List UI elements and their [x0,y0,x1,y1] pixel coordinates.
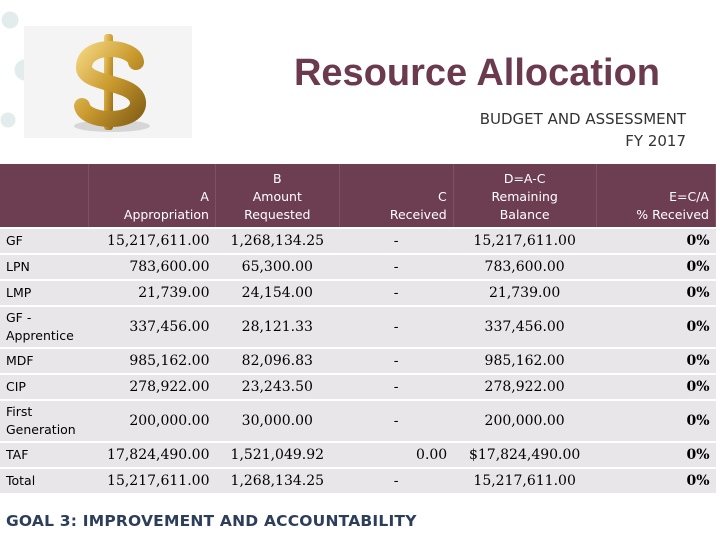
appropriation-cell: 337,456.00 [88,305,216,348]
balance-cell: 278,922.00 [453,373,597,400]
percent-cell: 0% [596,305,716,348]
requested-cell: 65,300.00 [215,253,340,280]
balance-cell: 200,000.00 [453,399,597,442]
row-label: Total [0,467,89,493]
header-line: B [273,171,282,186]
balance-cell: 15,217,611.00 [453,227,597,254]
requested-cell: 1,521,049.92 [215,441,340,468]
percent-cell: 0% [596,253,716,280]
requested-cell: 1,268,134.25 [215,227,340,254]
header-line: Received [389,207,447,222]
column-header-amount-requested: B Amount Requested [215,164,340,228]
header-line: C [437,189,447,204]
row-label: CIP [0,373,89,400]
balance-cell: 783,600.00 [453,253,597,280]
goal-footer: GOAL 3: IMPROVEMENT AND ACCOUNTABILITY [6,512,417,530]
subtitle: BUDGET AND ASSESSMENT FY 2017 [480,108,686,152]
row-label: GF [0,227,89,254]
balance-cell: 985,162.00 [453,347,597,374]
requested-cell: 23,243.50 [215,373,340,400]
row-label: TAF [0,441,89,468]
percent-cell: 0% [596,279,716,306]
percent-cell: 0% [596,399,716,442]
table-row: TAF 17,824,490.00 1,521,049.92 0.00 $17,… [0,441,716,468]
row-label: LPN [0,253,89,280]
table-row: MDF 985,162.00 82,096.83 - 985,162.00 0% [0,347,716,374]
received-cell: - [339,253,454,280]
logo [24,26,192,138]
percent-cell: 0% [596,347,716,374]
table-row: GF 15,217,611.00 1,268,134.25 - 15,217,6… [0,227,716,254]
table-row: Total 15,217,611.00 1,268,134.25 - 15,21… [0,467,716,493]
received-cell: - [339,227,454,254]
column-header-received: C Received [339,164,454,228]
subtitle-line-1: BUDGET AND ASSESSMENT [479,110,686,128]
received-cell: - [339,373,454,400]
table-row: GF - Apprentice 337,456.00 28,121.33 - 3… [0,305,716,348]
percent-cell: 0% [596,227,716,254]
table-row: First Generation 200,000.00 30,000.00 - … [0,399,716,442]
received-cell: 0.00 [339,441,454,468]
appropriation-cell: 21,739.00 [88,279,216,306]
column-header-appropriation: A Appropriation [88,164,216,228]
header-line: Amount [252,189,302,204]
received-cell: - [339,305,454,348]
received-cell: - [339,399,454,442]
header-line: D=A-C [503,171,546,186]
column-header-label [0,164,90,228]
header-line: % Received [636,207,709,222]
table-row: LPN 783,600.00 65,300.00 - 783,600.00 0% [0,253,716,280]
requested-cell: 24,154.00 [215,279,340,306]
table-header-row: A Appropriation B Amount Requested C Rec… [0,164,717,228]
appropriation-cell: 15,217,611.00 [88,227,216,254]
percent-cell: 0% [596,441,716,468]
appropriation-cell: 15,217,611.00 [88,467,216,493]
table-row: LMP 21,739.00 24,154.00 - 21,739.00 0% [0,279,716,306]
requested-cell: 28,121.33 [215,305,340,348]
column-header-percent-received: E=C/A % Received [596,164,717,228]
row-label: GF - Apprentice [0,305,89,348]
received-cell: - [339,279,454,306]
balance-cell: 337,456.00 [453,305,597,348]
row-label: First Generation [0,399,89,442]
dollar-sign-icon [74,34,150,132]
requested-cell: 30,000.00 [215,399,340,442]
budget-table: A Appropriation B Amount Requested C Rec… [0,164,717,493]
column-header-remaining-balance: D=A-C Remaining Balance [453,164,597,228]
requested-cell: 1,268,134.25 [215,467,340,493]
header-line: A [200,189,209,204]
percent-cell: 0% [596,467,716,493]
subtitle-line-2: FY 2017 [625,132,686,150]
row-label: LMP [0,279,89,306]
received-cell: - [339,467,454,493]
header-line: E=C/A [669,189,709,204]
table-row: CIP 278,922.00 23,243.50 - 278,922.00 0% [0,373,716,400]
header-line: Balance [499,207,550,222]
balance-cell: 21,739.00 [453,279,597,306]
appropriation-cell: 985,162.00 [88,347,216,374]
balance-cell: 15,217,611.00 [453,467,597,493]
appropriation-cell: 200,000.00 [88,399,216,442]
appropriation-cell: 278,922.00 [88,373,216,400]
page-title: Resource Allocation [293,52,660,94]
balance-cell: $17,824,490.00 [453,441,597,468]
received-cell: - [339,347,454,374]
row-label: MDF [0,347,89,374]
appropriation-cell: 783,600.00 [88,253,216,280]
requested-cell: 82,096.83 [215,347,340,374]
appropriation-cell: 17,824,490.00 [88,441,216,468]
header-line: Requested [244,207,311,222]
header-line: Remaining [491,189,558,204]
percent-cell: 0% [596,373,716,400]
header-line: Appropriation [123,207,209,222]
